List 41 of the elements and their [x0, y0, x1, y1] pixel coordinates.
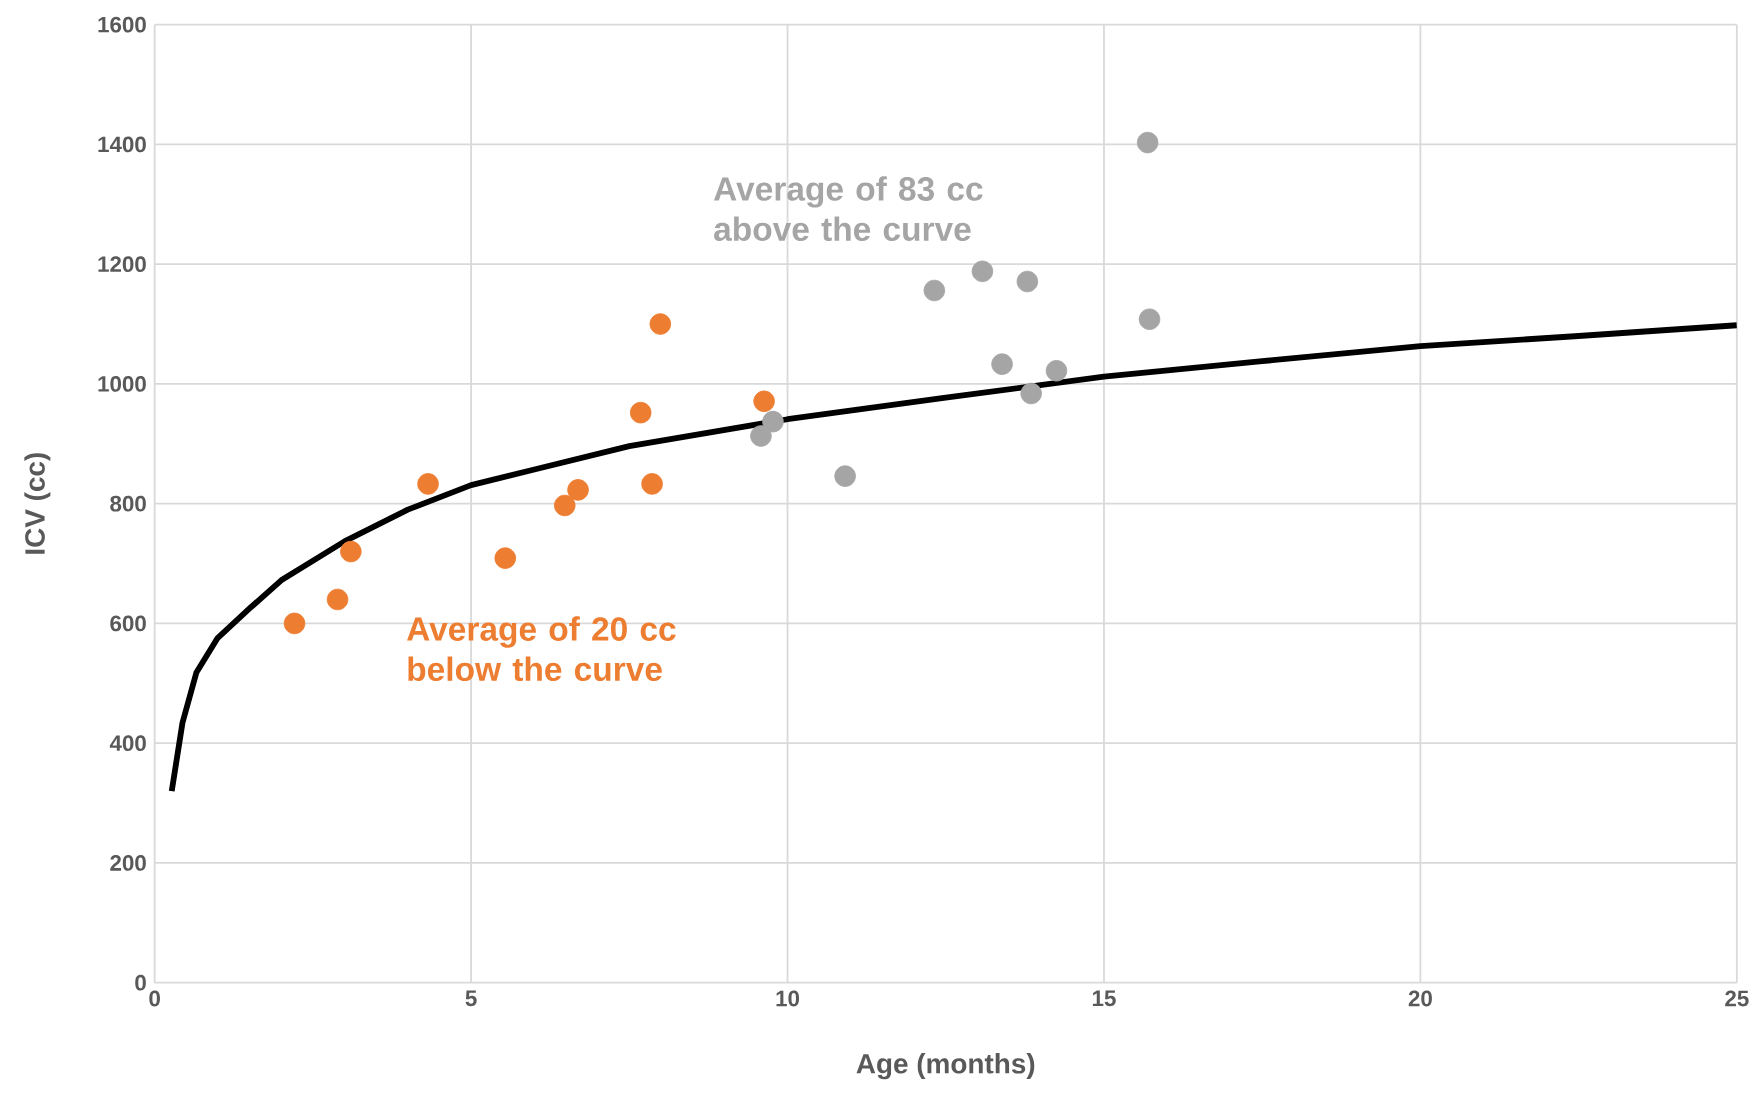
point	[326, 588, 349, 611]
y-axis-title: ICV (cc)	[24, 453, 51, 554]
point	[1020, 382, 1042, 405]
point	[567, 479, 589, 501]
point	[283, 612, 306, 635]
y-tick-label: 600	[110, 615, 146, 632]
point	[340, 540, 362, 563]
x-axis-title: Age (months)	[856, 1053, 1035, 1080]
x-tick-label: 20	[1408, 990, 1432, 1007]
y-tick-label: 1000	[98, 376, 146, 392]
annotation: Average of 20 cc below the curve	[407, 616, 676, 682]
y-tick-label: 400	[109, 735, 146, 752]
point	[971, 260, 994, 283]
point	[753, 390, 775, 413]
point	[494, 547, 517, 570]
point	[991, 353, 1013, 376]
y-tick-label: 1600	[98, 16, 146, 33]
y-tick-label: 1200	[98, 256, 146, 273]
point	[553, 494, 576, 517]
point	[834, 465, 856, 488]
y-tick-label: 1400	[98, 136, 146, 153]
x-tick-label: 5	[465, 990, 477, 1007]
point	[1016, 270, 1039, 293]
y-tick-label: 200	[110, 855, 146, 871]
point	[641, 473, 663, 495]
point	[417, 473, 439, 495]
annotation: Average of 83 cc above the curve	[713, 176, 983, 242]
x-tick-label: 25	[1725, 990, 1749, 1007]
x-tick-label: 15	[1092, 990, 1116, 1007]
point	[762, 411, 784, 433]
point	[1138, 308, 1161, 331]
y-tick-label: 800	[110, 495, 146, 512]
y-tick-label: 0	[135, 974, 146, 991]
x-tick-label: 0	[149, 990, 160, 1007]
point	[750, 425, 772, 447]
point	[923, 279, 946, 302]
point	[649, 313, 672, 335]
point	[1045, 360, 1068, 382]
point	[1136, 131, 1159, 154]
point	[629, 402, 652, 424]
x-tick-label: 10	[776, 990, 800, 1007]
